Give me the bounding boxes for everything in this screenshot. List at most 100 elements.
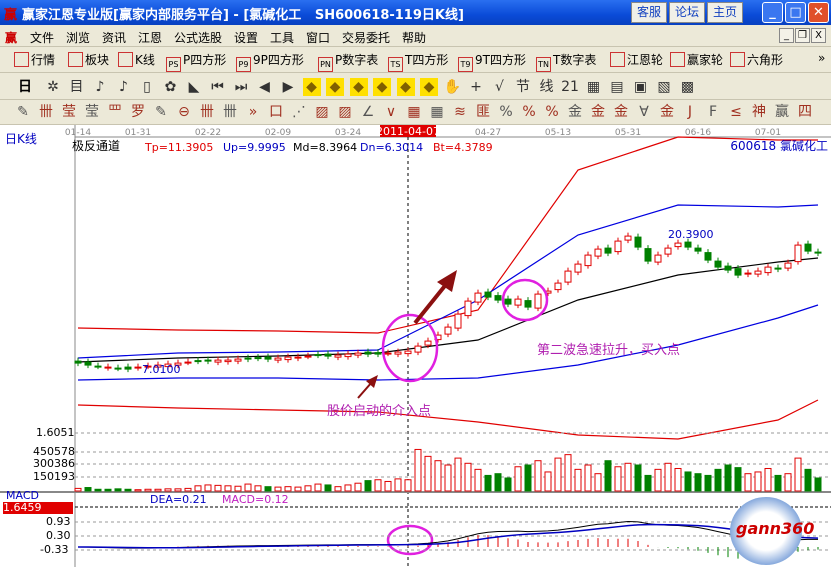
drawing-tool-icon[interactable]: 罗 xyxy=(131,104,145,120)
drawing-tool-icon[interactable]: ∨ xyxy=(385,104,397,120)
chart-tool-icon[interactable]: ✿ xyxy=(164,79,177,95)
toolbar-button[interactable]: P9 9P四方形 xyxy=(236,51,304,72)
maximize-icon[interactable]: □ xyxy=(785,2,806,23)
drawing-tool-icon[interactable]: ⋰ xyxy=(292,104,306,120)
chart-tool-icon[interactable]: ♪ xyxy=(119,79,128,95)
menu-item[interactable]: 设置 xyxy=(234,31,259,45)
chart-tool-icon[interactable]: ◆ xyxy=(302,78,321,96)
chart-tool-icon[interactable]: ◀ xyxy=(259,79,270,95)
drawing-tool-icon[interactable]: ✎ xyxy=(155,104,167,120)
drawing-tool-icon[interactable]: 莹 xyxy=(85,104,99,120)
chart-tool-icon[interactable]: 线 xyxy=(539,79,554,95)
drawing-tool-icon[interactable]: 神 xyxy=(752,104,766,120)
chart-tool-icon[interactable]: + xyxy=(470,79,482,95)
menu-item[interactable]: 帮助 xyxy=(402,31,427,45)
chart-tool-icon[interactable]: ⏮ xyxy=(211,79,224,95)
drawing-tool-icon[interactable]: ∀ xyxy=(639,104,649,120)
toolbar-button[interactable]: 行情 xyxy=(14,51,55,68)
toolbar-button[interactable]: 六角形 xyxy=(730,51,783,68)
toolbar-button[interactable]: 江恩轮 xyxy=(610,51,663,68)
menu-item[interactable]: 江恩 xyxy=(138,31,163,45)
drawing-tool-icon[interactable]: ≋ xyxy=(454,104,466,120)
toolbar-button[interactable]: TS T四方形 xyxy=(388,51,448,72)
menu-item[interactable]: 公式选股 xyxy=(174,31,223,45)
toolbar-button[interactable]: PN P数字表 xyxy=(318,51,378,72)
chart-tool-icon[interactable]: ▯ xyxy=(143,79,151,95)
drawing-tool-icon[interactable]: ≤ xyxy=(730,104,742,120)
menu-logo: 赢 xyxy=(5,31,18,45)
chart-tool-icon[interactable]: √ xyxy=(495,79,504,95)
drawing-tool-icon[interactable]: 匪 xyxy=(476,104,490,120)
period-dropdown[interactable]: 日 xyxy=(18,79,32,95)
home-button[interactable]: 主页 xyxy=(707,2,743,23)
kline-chart[interactable]: 01-14 01-31 02-22 02-09 03-24 2011-04-07 04-27… xyxy=(0,125,831,567)
drawing-tool-icon[interactable]: 口 xyxy=(269,104,283,120)
menu-item[interactable]: 交易委托 xyxy=(342,31,391,45)
mdi-minimize-icon[interactable]: _ xyxy=(779,28,794,43)
chart-tool-icon[interactable]: 节 xyxy=(516,79,530,95)
chart-tool-icon[interactable]: ◣ xyxy=(188,79,200,95)
chart-tool-icon[interactable]: ♪ xyxy=(95,79,105,95)
toolbar-button[interactable]: 板块 xyxy=(68,51,109,68)
toolbar-button[interactable]: TN T数字表 xyxy=(536,51,596,72)
volume-bar xyxy=(644,474,652,492)
drawing-tool-icon[interactable]: ✎ xyxy=(17,104,29,120)
chart-tool-icon[interactable]: ▧ xyxy=(657,79,671,95)
service-button[interactable]: 客服 xyxy=(631,2,667,23)
mdi-restore-icon[interactable]: ❐ xyxy=(795,28,810,43)
chart-tool-icon[interactable]: ✲ xyxy=(47,79,59,95)
chart-tool-icon[interactable]: ▶ xyxy=(282,79,294,95)
drawing-tool-icon[interactable]: % xyxy=(522,104,536,120)
drawing-tool-icon[interactable]: F xyxy=(708,104,718,120)
forum-button[interactable]: 论坛 xyxy=(669,2,705,23)
drawing-tool-icon[interactable]: ⊖ xyxy=(178,104,190,120)
drawing-tool-icon[interactable]: 金 xyxy=(660,104,674,120)
minimize-icon[interactable]: _ xyxy=(762,2,783,23)
chart-tool-icon[interactable]: ◆ xyxy=(326,78,344,96)
toolbar-button[interactable]: PS P四方形 xyxy=(166,51,226,72)
chart-tool-icon[interactable]: 目 xyxy=(69,79,84,95)
drawing-tool-icon[interactable]: ▨ xyxy=(315,104,329,120)
menu-item[interactable]: 窗口 xyxy=(306,31,331,45)
drawing-tool-icon[interactable]: ∠ xyxy=(361,104,375,120)
drawing-tool-icon[interactable]: » xyxy=(248,104,258,120)
menu-item[interactable]: 浏览 xyxy=(66,31,91,45)
drawing-tool-icon[interactable]: 金 xyxy=(614,104,628,120)
candle-body xyxy=(374,352,382,355)
drawing-tool-icon[interactable]: 莹 xyxy=(62,104,76,120)
mdi-close-icon[interactable]: X xyxy=(811,28,826,43)
chart-tool-icon[interactable]: ▣ xyxy=(633,79,648,95)
chart-tool-icon[interactable]: ▤ xyxy=(610,79,624,95)
chart-tool-icon[interactable]: ◆ xyxy=(373,78,391,96)
close-icon[interactable]: ✕ xyxy=(808,2,829,23)
menu-item[interactable]: 工具 xyxy=(270,31,295,45)
chart-tool-icon[interactable]: ✋ xyxy=(443,79,462,95)
drawing-tool-icon[interactable]: 金 xyxy=(591,104,605,120)
toolbar-button[interactable]: K线 xyxy=(118,51,155,68)
toolbar-button[interactable]: 赢家轮 xyxy=(670,51,723,68)
chart-tool-icon[interactable]: ◆ xyxy=(349,78,368,96)
menu-item[interactable]: 文件 xyxy=(30,31,55,45)
drawing-tool-icon[interactable]: ▦ xyxy=(430,104,444,120)
drawing-tool-icon[interactable]: ▦ xyxy=(407,104,421,120)
chart-tool-icon[interactable]: 21 xyxy=(561,79,579,95)
toolbar-button[interactable]: T9 9T四方形 xyxy=(458,51,526,72)
chart-tool-icon[interactable]: ◆ xyxy=(396,78,415,96)
chart-tool-icon[interactable]: ▦ xyxy=(586,79,601,95)
chart-tool-icon[interactable]: ▩ xyxy=(680,79,695,95)
chart-tool-icon[interactable]: ⏭ xyxy=(234,79,248,95)
drawing-tool-icon[interactable]: 赢 xyxy=(775,104,789,120)
drawing-tool-icon[interactable]: 四 xyxy=(798,104,812,120)
drawing-tool-icon[interactable]: ▨ xyxy=(338,104,352,120)
drawing-tool-icon[interactable]: 卌 xyxy=(223,104,237,120)
drawing-tool-icon[interactable]: 金 xyxy=(568,104,582,120)
menu-item[interactable]: 资讯 xyxy=(102,31,127,45)
drawing-tool-icon[interactable]: 罒 xyxy=(108,104,122,120)
chart-tool-icon[interactable]: ◆ xyxy=(420,78,438,96)
drawing-tool-icon[interactable]: % xyxy=(499,104,513,120)
drawing-tool-icon[interactable]: % xyxy=(545,104,559,120)
toolbar-overflow-button[interactable]: » xyxy=(818,51,826,65)
drawing-tool-icon[interactable]: J xyxy=(687,104,693,120)
drawing-tool-icon[interactable]: 卌 xyxy=(200,104,214,120)
drawing-tool-icon[interactable]: 卌 xyxy=(39,104,53,120)
